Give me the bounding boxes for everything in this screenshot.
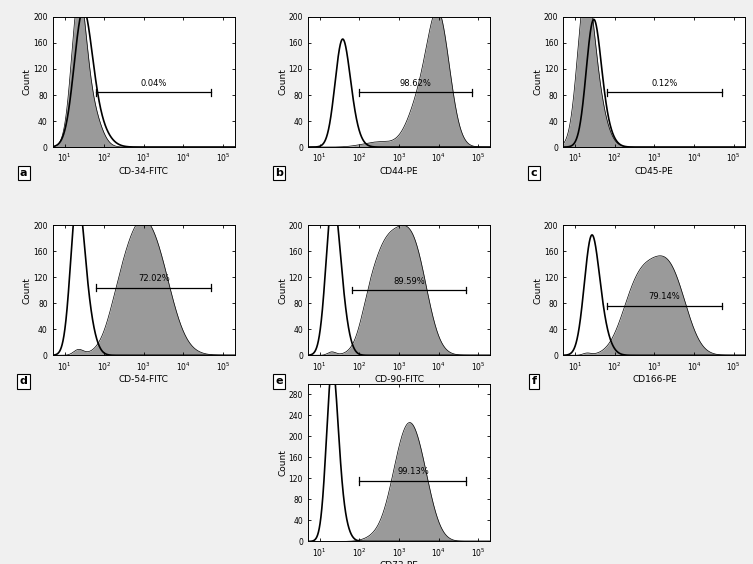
X-axis label: CD45-PE: CD45-PE xyxy=(635,167,674,176)
Y-axis label: Count: Count xyxy=(278,277,287,303)
X-axis label: CD166-PE: CD166-PE xyxy=(632,376,677,384)
Text: 72.02%: 72.02% xyxy=(138,274,169,283)
Y-axis label: Count: Count xyxy=(23,69,32,95)
Text: f: f xyxy=(532,376,536,386)
X-axis label: CD73-PE: CD73-PE xyxy=(380,562,419,564)
Text: e: e xyxy=(275,376,282,386)
X-axis label: CD-54-FITC: CD-54-FITC xyxy=(119,376,169,384)
X-axis label: CD-90-FITC: CD-90-FITC xyxy=(374,376,424,384)
Y-axis label: Count: Count xyxy=(278,69,287,95)
Text: d: d xyxy=(20,376,27,386)
Y-axis label: Count: Count xyxy=(533,277,542,303)
Y-axis label: Count: Count xyxy=(23,277,32,303)
Text: a: a xyxy=(20,168,27,178)
Y-axis label: Count: Count xyxy=(278,449,287,476)
Text: 79.14%: 79.14% xyxy=(648,292,680,301)
Text: 98.62%: 98.62% xyxy=(400,79,432,88)
Text: 99.13%: 99.13% xyxy=(397,467,429,476)
Text: b: b xyxy=(275,168,282,178)
Text: 89.59%: 89.59% xyxy=(393,277,425,286)
Y-axis label: Count: Count xyxy=(533,69,542,95)
X-axis label: CD-34-FITC: CD-34-FITC xyxy=(119,167,169,176)
X-axis label: CD44-PE: CD44-PE xyxy=(380,167,419,176)
Text: 0.04%: 0.04% xyxy=(141,79,167,88)
Text: c: c xyxy=(531,168,538,178)
Text: 0.12%: 0.12% xyxy=(651,79,678,88)
